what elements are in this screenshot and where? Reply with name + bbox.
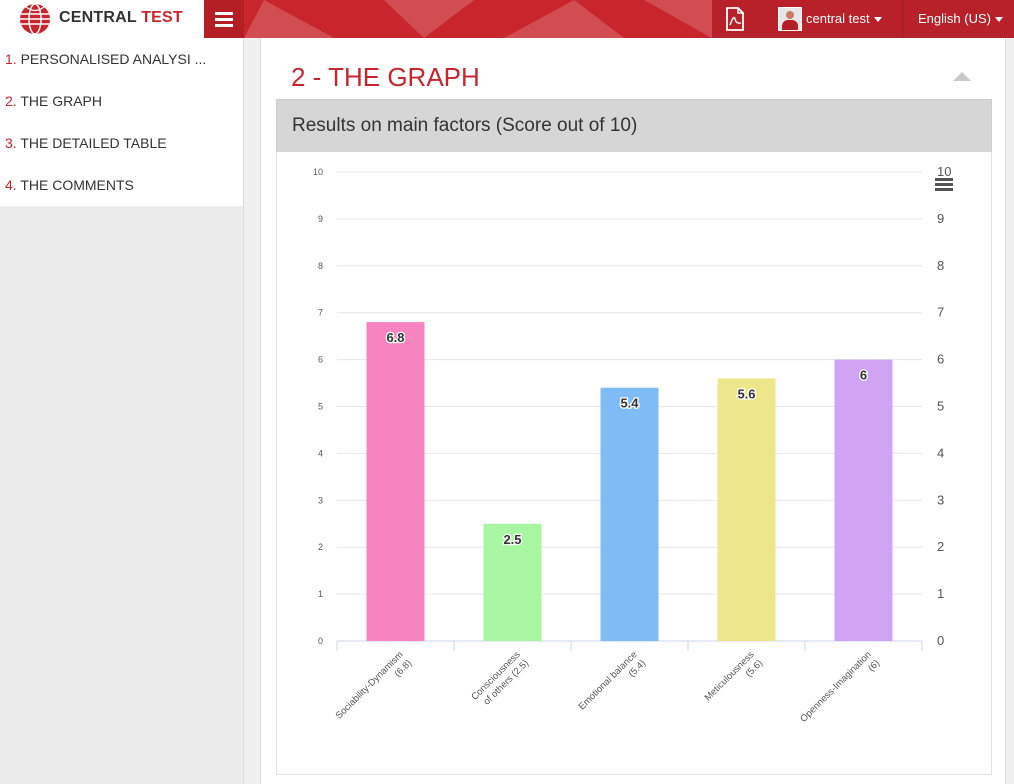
y-tick-label-right: 0 xyxy=(937,633,944,648)
data-label: 5.4 xyxy=(620,396,639,411)
hamburger-icon xyxy=(935,188,953,191)
chevron-down-icon xyxy=(873,17,882,23)
top-navbar: CENTRAL TEST central test English (US) xyxy=(0,0,1014,38)
chart-bar xyxy=(600,387,659,641)
brand-name-right: TEST xyxy=(141,9,183,26)
data-label: 6 xyxy=(860,368,867,383)
y-tick-label: 10 xyxy=(313,167,323,177)
y-tick-label: 5 xyxy=(318,402,323,412)
x-category-label: Sociability-Dynamism(6.8) xyxy=(334,649,415,730)
y-tick-label: 1 xyxy=(318,589,323,599)
chart-bar xyxy=(717,378,776,641)
panel-title: Results on main factors (Score out of 10… xyxy=(292,115,638,136)
brand-logo[interactable]: CENTRAL TEST xyxy=(0,0,204,38)
header-actions xyxy=(712,0,1014,38)
sidebar-item-personalised-analysis[interactable]: 1. PERSONALISED ANALYSI ... xyxy=(0,38,243,80)
sidebar-item-number: 3. xyxy=(5,135,17,151)
y-tick-label: 3 xyxy=(318,495,323,505)
y-tick-label: 9 xyxy=(318,214,323,224)
y-tick-label-right: 7 xyxy=(937,305,944,320)
pdf-icon[interactable] xyxy=(722,6,748,32)
y-tick-label: 8 xyxy=(318,261,323,271)
x-category-label-line: Openness-Imagination xyxy=(798,649,873,724)
section-card: 2 - THE GRAPH Results on main factors (S… xyxy=(260,38,1006,784)
user-name: central test xyxy=(806,11,870,26)
main-content: 2 - THE GRAPH Results on main factors (S… xyxy=(244,38,1014,784)
brand-name-left: CENTRAL xyxy=(59,9,142,26)
x-category-label: Openness-Imagination(6) xyxy=(798,649,882,733)
chart-menu-button[interactable] xyxy=(935,178,953,192)
language-label: English (US) xyxy=(918,11,991,26)
y-tick-label-right: 2 xyxy=(937,539,944,554)
hamburger-icon xyxy=(215,18,233,21)
y-tick-label: 2 xyxy=(318,542,323,552)
y-tick-label-right: 4 xyxy=(937,445,944,460)
y-tick-label: 4 xyxy=(318,448,323,458)
x-category-label-line: Emotional balance xyxy=(577,649,640,712)
x-category-label: Consciousnessof others (2.5) xyxy=(469,649,531,711)
sidebar-item-detailed-table[interactable]: 3. THE DETAILED TABLE xyxy=(0,122,243,164)
sidebar-item-label: THE DETAILED TABLE xyxy=(16,135,167,151)
sidebar-item-number: 4. xyxy=(5,177,17,193)
section-title: 2 - THE GRAPH xyxy=(291,62,480,92)
y-tick-label: 7 xyxy=(318,308,323,318)
globe-logo-icon xyxy=(20,3,50,35)
x-category-label: Emotional balance(5.4) xyxy=(577,649,649,721)
y-tick-label: 0 xyxy=(318,636,323,646)
x-category-label-line: Sociability-Dynamism xyxy=(334,649,406,721)
sidebar-nav: 1. PERSONALISED ANALYSI ... 2. THE GRAPH… xyxy=(0,38,243,206)
hamburger-icon xyxy=(215,12,233,15)
hamburger-icon xyxy=(935,183,953,186)
y-tick-label-right: 9 xyxy=(937,211,944,226)
sidebar-item-comments[interactable]: 4. THE COMMENTS xyxy=(0,164,243,206)
y-tick-label: 6 xyxy=(318,355,323,365)
sidebar-item-label: PERSONALISED ANALYSI ... xyxy=(16,51,207,67)
y-tick-label-right: 3 xyxy=(937,492,944,507)
sidebar: 1. PERSONALISED ANALYSI ... 2. THE GRAPH… xyxy=(0,38,244,784)
sidebar-item-number: 1. xyxy=(5,51,17,67)
data-label: 5.6 xyxy=(737,386,755,401)
y-tick-label-right: 8 xyxy=(937,258,944,273)
sidebar-item-the-graph[interactable]: 2. THE GRAPH xyxy=(0,80,243,122)
header-pattern xyxy=(244,0,712,38)
y-tick-label-right: 1 xyxy=(937,586,944,601)
language-selector[interactable]: English (US) xyxy=(918,11,1003,26)
brand-name: CENTRAL TEST xyxy=(59,9,183,27)
chart-bar xyxy=(834,359,893,641)
chevron-down-icon xyxy=(994,17,1003,23)
chart-bar xyxy=(366,322,425,641)
y-tick-label-right: 6 xyxy=(937,352,944,367)
sidebar-item-label: THE GRAPH xyxy=(16,93,102,109)
chart-panel: 0 0 1 1 2 2 3 3 4 4 5 5 6 6 7 7 8 8 9 9 10 10 6.8 Sociability-D… xyxy=(276,152,992,775)
hamburger-icon xyxy=(935,178,953,181)
panel-header: Results on main factors (Score out of 10… xyxy=(276,99,992,153)
sidebar-item-label: THE COMMENTS xyxy=(16,177,134,193)
x-category-label: Meticulousness(5.6) xyxy=(703,649,766,712)
data-label: 6.8 xyxy=(386,330,404,345)
bar-chart: 0 0 1 1 2 2 3 3 4 4 5 5 6 6 7 7 8 8 9 9 10 10 6.8 Sociability-D… xyxy=(313,164,951,733)
data-label: 2.5 xyxy=(503,532,521,547)
divider xyxy=(902,0,903,38)
menu-toggle-button[interactable] xyxy=(204,0,244,38)
hamburger-icon xyxy=(215,24,233,27)
user-avatar xyxy=(778,7,802,31)
chart-bar xyxy=(483,523,542,641)
sidebar-item-number: 2. xyxy=(5,93,17,109)
y-tick-label-right: 5 xyxy=(937,399,944,414)
y-tick-label-right: 10 xyxy=(937,164,951,179)
triangle-up-icon[interactable] xyxy=(953,72,971,81)
